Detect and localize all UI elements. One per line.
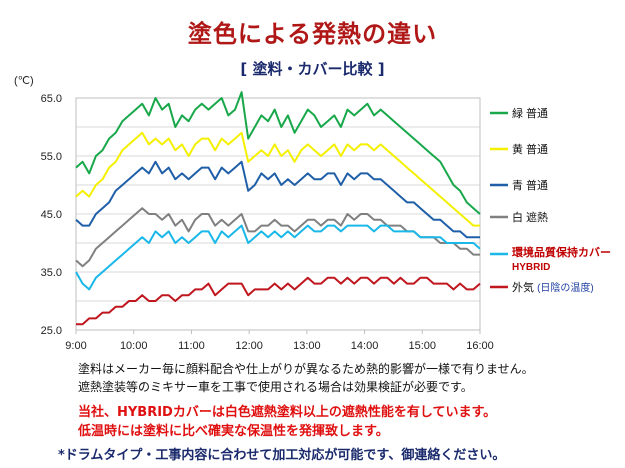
note-line-1: 塗料はメーカー毎に顔料配合や仕上がりが異なるため熱的影響が一様で有りません。 bbox=[78, 362, 534, 376]
legend-label: 外気 (日陰の温度) bbox=[512, 280, 594, 294]
page-title: 塗色による発熱の違い bbox=[187, 20, 438, 48]
legend-label: 黄 普通 bbox=[512, 142, 548, 156]
highlight-note-1: 当社、HYBRIDカバーは白色遮熱塗料以上の遮熱性能を有しています。 bbox=[78, 405, 497, 420]
x-tick-label: 9:00 bbox=[65, 340, 86, 352]
x-tick-label: 11:00 bbox=[178, 340, 205, 352]
series-line bbox=[75, 224, 481, 291]
y-axis-label: (℃) bbox=[14, 75, 34, 87]
y-tick-label: 65.0 bbox=[41, 93, 62, 105]
series-line bbox=[75, 160, 480, 239]
series-line bbox=[75, 91, 481, 215]
legend-label: 緑 普通 bbox=[512, 106, 548, 120]
x-tick-label: 14:00 bbox=[351, 340, 379, 352]
y-tick-label: 25.0 bbox=[41, 325, 62, 337]
x-tick-label: 16:00 bbox=[466, 340, 494, 352]
legend-label: 白 遮熱 bbox=[512, 210, 548, 224]
y-tick-label: 45.0 bbox=[41, 209, 62, 221]
x-tick-label: 12:00 bbox=[235, 340, 263, 352]
footnote: *ドラムタイプ・工事内容に合わせて加工対応が可能です、御連絡ください。 bbox=[58, 448, 506, 463]
y-tick-label: 55.0 bbox=[41, 151, 62, 163]
x-tick-label: 15:00 bbox=[409, 340, 437, 352]
note-line-2: 遮熱塗装等のミキサー車を工事で使用される場合は効果検証が必要です。 bbox=[78, 380, 473, 394]
chart-subtitle: [ 塗料・カバー比較 ] bbox=[240, 60, 385, 78]
x-tick-label: 13:00 bbox=[293, 340, 321, 352]
legend-label: HYBRID bbox=[512, 262, 550, 273]
y-tick-label: 35.0 bbox=[41, 267, 62, 279]
series-line bbox=[75, 131, 480, 227]
legend-label: 環境品質保持カバー bbox=[512, 245, 611, 259]
x-tick-label: 10:00 bbox=[120, 340, 148, 352]
series-line bbox=[76, 276, 481, 326]
legend-label: 青 普通 bbox=[512, 178, 548, 192]
highlight-note-2: 低温時には塗料に比べ確実な保温性を発揮致します。 bbox=[78, 424, 389, 439]
